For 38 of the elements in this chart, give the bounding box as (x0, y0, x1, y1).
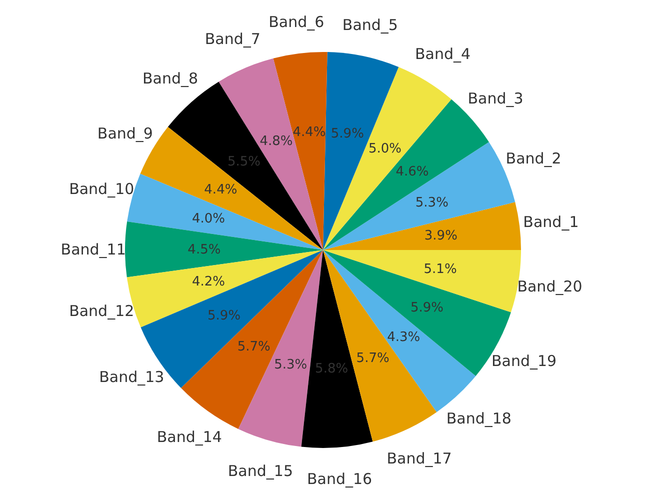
slice-label: Band_13 (99, 368, 164, 386)
data-label: 4.5% (188, 242, 221, 258)
slice-label: Band_1 (523, 212, 579, 231)
data-label: 5.3% (274, 357, 308, 372)
slice-label: Band_9 (97, 124, 153, 142)
slice-label: Band_11 (60, 240, 126, 258)
data-label: 4.6% (396, 164, 429, 180)
data-label: 4.8% (260, 134, 293, 149)
slice-label: Band_8 (142, 69, 198, 88)
slice-label: Band_2 (506, 149, 562, 168)
slice-label: Band_18 (446, 410, 512, 428)
slice-label: Band_17 (386, 450, 452, 468)
slice-label: Band_3 (468, 89, 524, 108)
slice-label: Band_15 (228, 462, 293, 480)
data-label: 4.4% (204, 182, 238, 198)
data-label: 4.2% (192, 274, 226, 290)
data-label: 5.3% (415, 196, 448, 211)
data-label: 5.0% (368, 142, 402, 157)
data-label: 4.3% (387, 330, 420, 346)
data-label: 5.7% (356, 350, 390, 366)
data-label: 4.0% (192, 211, 226, 226)
slice-label: Band_7 (204, 30, 260, 48)
data-label: 5.9% (208, 308, 241, 324)
slice-label: Band_14 (156, 428, 222, 446)
slice-label: Band_19 (491, 352, 557, 370)
slice-label: Band_4 (415, 45, 471, 64)
slice-label: Band_6 (268, 12, 324, 31)
data-label: 3.9% (424, 228, 458, 244)
slice-label: Band_5 (342, 16, 398, 34)
slice-label: Band_12 (69, 302, 134, 320)
data-label: 4.4% (292, 125, 326, 140)
slice-label: Band_10 (69, 180, 134, 198)
data-label: 5.7% (237, 340, 270, 355)
data-label: 5.1% (424, 262, 457, 277)
data-label: 5.9% (330, 126, 364, 142)
data-label: 5.9% (410, 300, 444, 316)
slice-label: Band_20 (517, 278, 582, 296)
slice-label: Band_16 (306, 470, 372, 488)
